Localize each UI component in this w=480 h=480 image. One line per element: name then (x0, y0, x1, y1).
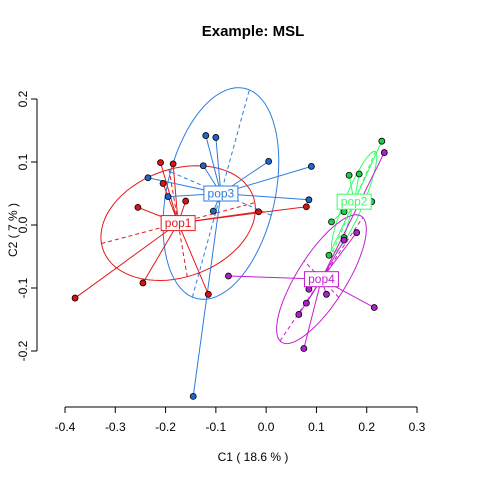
pop3-label-text: pop3 (208, 187, 235, 201)
pop1-label: pop1 (160, 215, 196, 232)
pop1-point (71, 294, 79, 302)
pop1-point (182, 197, 190, 205)
pop1-spoke (142, 222, 179, 284)
pop3-point (189, 392, 197, 400)
pop3-minor-axis (170, 171, 272, 216)
pop3-point (144, 174, 152, 182)
pop1-point (139, 279, 147, 287)
y-axis-label: C2 ( 7 % ) (6, 203, 20, 257)
pop4-point (353, 229, 361, 236)
pop1-point (134, 203, 142, 211)
y-tick-label: 0.1 (16, 153, 30, 170)
x-tick-label: -0.2 (155, 420, 176, 434)
pop1-spoke (172, 163, 179, 224)
y-tick-label: 0.0 (16, 216, 30, 233)
pop3-spoke (205, 135, 222, 194)
pop2-spoke (353, 141, 383, 202)
x-tick-label: 0.1 (308, 420, 325, 434)
pop3-point (307, 163, 315, 170)
pop1-point (302, 203, 310, 211)
spokes-layer (74, 135, 385, 397)
pop2-point (345, 171, 353, 179)
pop4-minor-axis (303, 260, 340, 298)
x-tick-label: -0.1 (206, 420, 227, 434)
pop1-spoke (177, 222, 209, 295)
pop1-label-text: pop1 (165, 216, 192, 230)
pop4-point (295, 311, 303, 318)
x-axis-label: C1 ( 18.6 % ) (218, 450, 289, 464)
y-tick-label: 0.2 (16, 90, 30, 107)
axes: -0.4 -0.3 -0.2 -0.1 0.0 0.1 0.2 0.3 -0.2 -0.1 0.0 0… (16, 90, 426, 434)
pop4-point (370, 304, 378, 311)
pop4-point (300, 345, 308, 352)
pop4-label-text: pop4 (308, 272, 335, 286)
pop3-point (209, 207, 217, 215)
pop1-point (157, 159, 164, 167)
x-tick-label: 0.2 (358, 420, 375, 434)
pop3-spoke (215, 137, 222, 194)
pop2-label-box (336, 193, 372, 210)
pop2-spoke (328, 201, 355, 256)
y-tick-label: -0.2 (16, 340, 30, 361)
pop3-point (199, 162, 207, 170)
x-tick-label: -0.3 (105, 420, 126, 434)
y-tick-label: -0.1 (16, 277, 30, 298)
x-tick-label: -0.4 (55, 420, 76, 434)
pop4-point (225, 272, 232, 280)
pop4-point (340, 236, 348, 244)
pop1-spoke (178, 206, 307, 224)
pop1-point (255, 208, 263, 216)
x-tick-label: 0.3 (409, 420, 426, 434)
pop4-point (380, 149, 388, 156)
pop4-label: pop4 (303, 271, 339, 288)
pop4-label-box (303, 271, 339, 288)
group-labels-layer: pop1 pop2 pop3 pop4 (160, 185, 372, 288)
pop2-label-text: pop2 (341, 195, 368, 209)
pop4-major-axis (279, 217, 364, 342)
pop3-point (212, 134, 220, 141)
pop4-point (302, 299, 310, 307)
pop3-label: pop3 (203, 185, 239, 202)
pop2-point (325, 251, 333, 259)
pop4-point (323, 290, 330, 298)
pop1-point (159, 180, 167, 187)
pop3-point (202, 132, 210, 139)
pop2-point (355, 170, 363, 178)
pop1-spoke (160, 162, 179, 224)
pop3-point (164, 193, 172, 201)
pop2-point (378, 137, 386, 145)
pop3-point (265, 157, 273, 165)
pop1-point (204, 290, 212, 298)
pop1-spoke (74, 222, 179, 299)
x-tick-label: 0.0 (258, 420, 275, 434)
pop3-label-box (203, 185, 239, 202)
chart-title: Example: MSL (202, 23, 305, 40)
pop4-spoke (321, 152, 385, 280)
pop4-ellipse (276, 214, 367, 345)
pop1-point (169, 160, 177, 168)
pop1-label-box (160, 215, 196, 232)
pop4-spoke (303, 279, 322, 349)
pop2-point (328, 218, 335, 226)
pop3-point (305, 196, 313, 204)
pop2-label: pop2 (336, 193, 372, 210)
